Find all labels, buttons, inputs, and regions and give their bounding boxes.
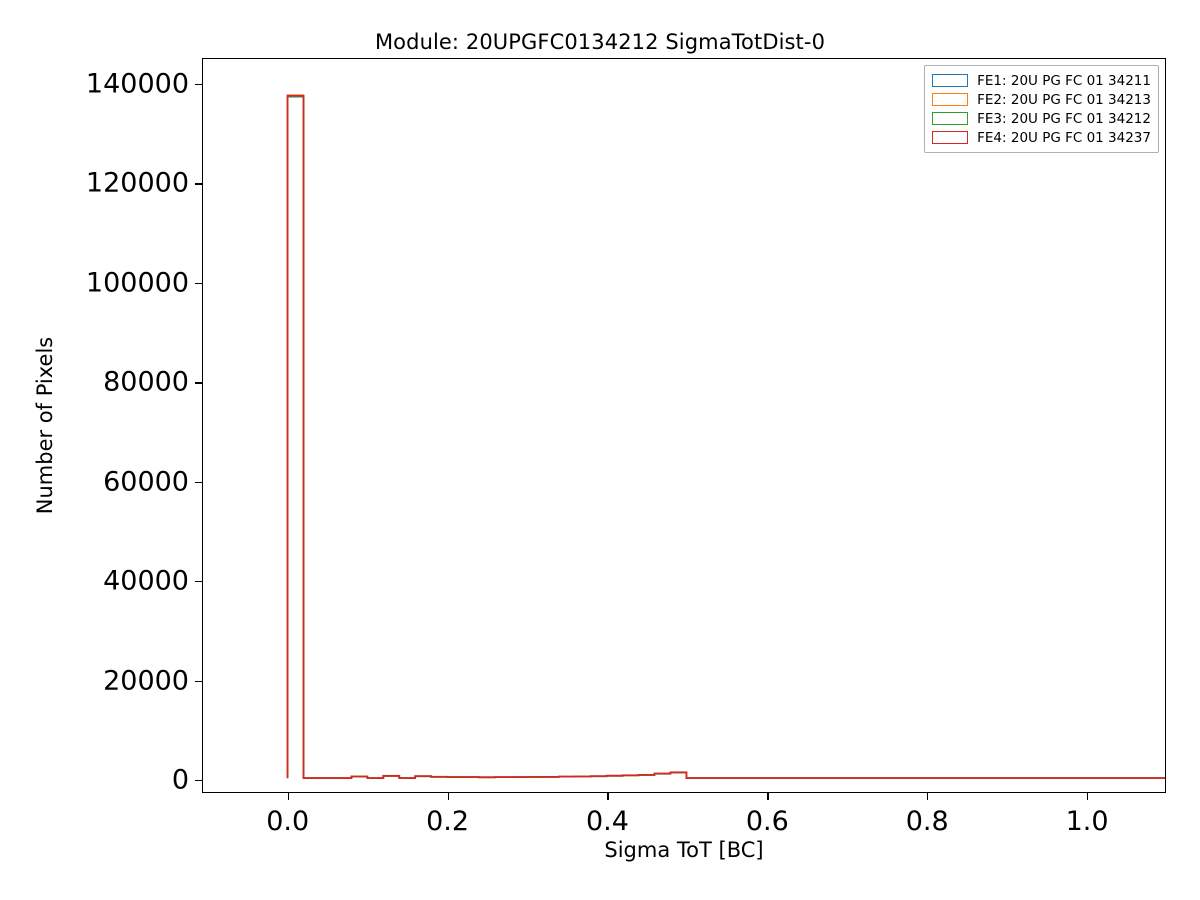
x-tick-mark <box>287 792 290 800</box>
legend-swatch-fe3 <box>932 112 969 125</box>
y-tick-mark <box>195 581 203 583</box>
legend-label-fe1: FE1: 20U PG FC 01 34211 <box>977 72 1151 89</box>
y-tick-label: 0 <box>171 764 189 796</box>
x-tick-label: 0.8 <box>905 806 949 837</box>
histogram-series-4 <box>288 96 1165 778</box>
y-tick-mark <box>195 282 203 285</box>
histogram-series-1 <box>288 97 1165 778</box>
y-axis-title: Number of Pixels <box>33 336 57 515</box>
legend-label-fe3: FE3: 20U PG FC 01 34212 <box>977 110 1151 127</box>
legend-item: FE2: 20U PG FC 01 34213 <box>932 90 1151 109</box>
y-tick-mark <box>195 481 203 483</box>
legend-item: FE1: 20U PG FC 01 34211 <box>932 71 1151 90</box>
x-axis-title: Sigma ToT [BC] <box>604 838 764 862</box>
x-tick-mark <box>447 792 449 800</box>
x-tick-label: 1.0 <box>1065 806 1109 837</box>
histogram-series-3 <box>288 96 1165 778</box>
y-tick-mark <box>195 780 203 782</box>
y-tick-mark <box>195 183 203 185</box>
y-tick-label: 40000 <box>103 565 189 597</box>
y-tick-label: 100000 <box>85 267 189 299</box>
x-tick-mark <box>767 792 769 800</box>
x-tick-mark <box>1087 792 1089 800</box>
histogram-series-2 <box>288 95 1165 778</box>
y-tick-label: 60000 <box>103 466 189 498</box>
chart-title: Module: 20UPGFC0134212 SigmaTotDist-0 <box>374 30 826 54</box>
plot-area: 0 20000 40000 60000 80000 100000 120000 140000 … <box>86 58 1166 837</box>
legend: FE1: 20U PG FC 01 34211 FE2: 20U PG FC 0… <box>924 65 1159 153</box>
legend-swatch-fe2 <box>932 93 969 106</box>
legend-item: FE3: 20U PG FC 01 34212 <box>932 109 1151 128</box>
y-tick-label: 120000 <box>85 167 189 199</box>
legend-swatch-fe4 <box>932 131 969 144</box>
y-tick-label: 80000 <box>103 366 189 398</box>
y-tick-mark <box>195 680 203 682</box>
x-tick-mark <box>607 792 609 800</box>
y-tick-mark <box>195 83 203 86</box>
y-tick-label: 140000 <box>85 68 189 100</box>
x-tick-label: 0.4 <box>585 806 629 837</box>
histogram-lines <box>203 59 1165 792</box>
legend-label-fe4: FE4: 20U PG FC 01 34237 <box>977 129 1151 146</box>
legend-label-fe2: FE2: 20U PG FC 01 34213 <box>977 91 1151 108</box>
legend-swatch-fe1 <box>932 74 969 87</box>
x-tick-label: 0.0 <box>266 806 310 837</box>
legend-item: FE4: 20U PG FC 01 34237 <box>932 128 1151 147</box>
x-tick-label: 0.2 <box>426 806 470 837</box>
x-tick-mark <box>927 792 929 800</box>
y-tick-label: 20000 <box>103 665 189 697</box>
y-tick-mark <box>195 382 203 384</box>
x-tick-label: 0.6 <box>745 806 789 837</box>
